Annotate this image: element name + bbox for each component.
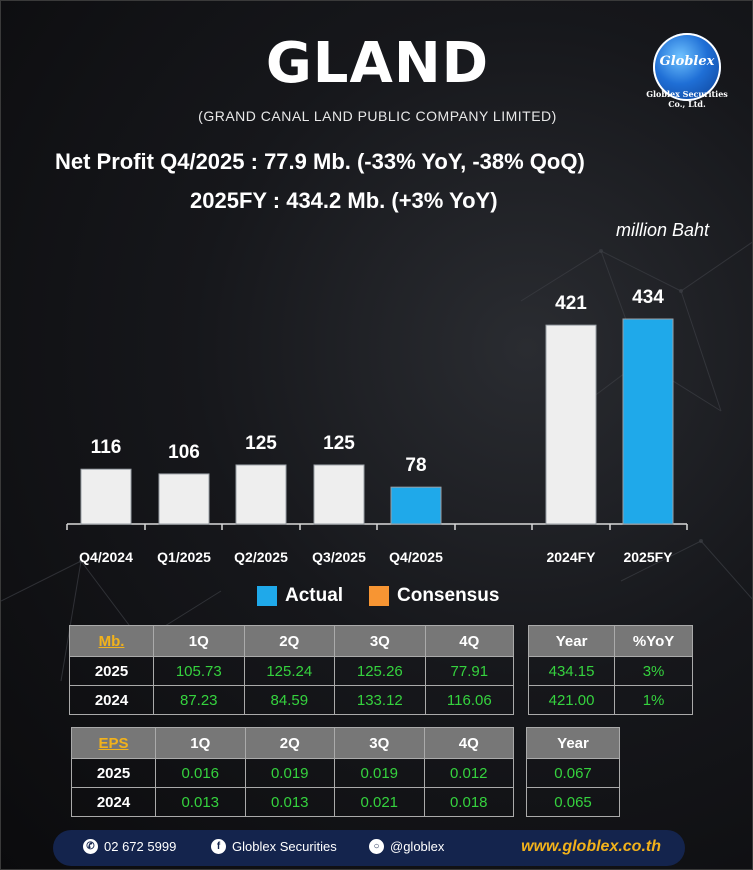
table-cell: 434.15 (527, 656, 616, 686)
bar-Q4/2025 (390, 486, 442, 525)
table-cell: 77.91 (424, 656, 515, 686)
table-cell: 0.012 (423, 758, 514, 788)
col-header: 2Q (244, 727, 335, 759)
table-cell: 3% (614, 656, 693, 686)
x-tick-label: Q4/2024 (79, 549, 133, 565)
phone-number: 02 672 5999 (104, 839, 177, 854)
logo-text: Globlex (659, 54, 715, 69)
x-tick-label: Q2/2025 (234, 549, 288, 565)
table-cell: 133.12 (334, 685, 426, 715)
col-header: 1Q (153, 625, 245, 657)
table-row: 2025 105.73 125.24 125.26 77.91 (69, 656, 515, 686)
facebook-label: Globlex Securities (232, 839, 337, 854)
x-tick-label: Q1/2025 (157, 549, 211, 565)
bar-2024FY (545, 324, 597, 525)
phone-icon: ✆ (83, 839, 98, 854)
bar-Q1/2025 (158, 473, 210, 525)
x-tick-label: Q4/2025 (389, 549, 443, 565)
table-row: 421.00 1% (527, 685, 693, 715)
legend-consensus: Consensus (369, 585, 499, 607)
legend-consensus-label: Consensus (397, 585, 500, 606)
row-label: 2025 (69, 656, 154, 686)
table-cell: 84.59 (243, 685, 336, 715)
facebook-link[interactable]: f Globlex Securities (211, 839, 337, 854)
table-cell: 0.013 (155, 787, 246, 817)
table-cell: 0.019 (244, 758, 335, 788)
col-header: 3Q (334, 625, 426, 657)
legend-consensus-swatch (369, 586, 389, 606)
facebook-icon: f (211, 839, 226, 854)
bar-Q3/2025 (313, 464, 365, 525)
col-header: 4Q (424, 625, 515, 657)
contact-footer: ✆ 02 672 5999 f Globlex Securities ○ @gl… (53, 830, 685, 866)
table-row: 0.067 (526, 758, 620, 788)
eps-unit-header: EPS (71, 727, 156, 759)
table-cell: 87.23 (153, 685, 245, 715)
table-cell: 0.016 (155, 758, 246, 788)
eps-summary-table: Year 0.067 0.065 (526, 727, 620, 817)
table-cell: 0.021 (334, 787, 425, 817)
data-label: 434 (632, 287, 664, 308)
col-header: %YoY (614, 625, 693, 657)
table-row: 434.15 3% (527, 656, 693, 686)
col-header: Year (526, 727, 620, 759)
col-header: Year (527, 625, 616, 657)
net-profit-unit-header: Mb. (69, 625, 154, 657)
company-fullname: (GRAND CANAL LAND PUBLIC COMPANY LIMITED… (198, 108, 557, 124)
phone-contact[interactable]: ✆ 02 672 5999 (83, 839, 176, 854)
x-tick-label: Q3/2025 (312, 549, 366, 565)
legend-actual: Actual (257, 585, 343, 607)
unit-label: million Baht (615, 220, 709, 240)
net-profit-bar-chart: 116 Q4/2024 106 Q1/2025 125 Q2/2025 125 Q3/2025… (66, 287, 688, 565)
table-cell: 116.06 (424, 685, 515, 715)
globlex-logo-icon (653, 33, 721, 101)
table-cell: 0.067 (526, 758, 620, 788)
bar-Q4/2024 (80, 468, 132, 525)
website-link[interactable]: www.globlex.co.th (521, 838, 661, 855)
line-link[interactable]: ○ @globlex (369, 839, 444, 854)
table-cell: 421.00 (527, 685, 616, 715)
row-label: 2024 (69, 685, 154, 715)
data-label: 78 (405, 455, 426, 476)
table-cell: 125.24 (243, 656, 336, 686)
table-row: 2025 0.016 0.019 0.019 0.012 (71, 758, 514, 788)
row-label: 2025 (71, 758, 156, 788)
line-chat-icon: ○ (369, 839, 384, 854)
net-profit-summary-table: Year %YoY 434.15 3% 421.00 1% (527, 625, 693, 715)
col-header: 2Q (243, 625, 336, 657)
col-header: 3Q (334, 727, 425, 759)
col-header: 4Q (423, 727, 514, 759)
headline-quarter: Net Profit Q4/2025 : 77.9 Mb. (-33% YoY,… (55, 149, 585, 174)
table-cell: 0.018 (423, 787, 514, 817)
table-cell: 105.73 (153, 656, 245, 686)
table-row: 0.065 (526, 787, 620, 817)
table-cell: 1% (614, 685, 693, 715)
data-label: 125 (245, 433, 277, 454)
table-cell: 0.013 (244, 787, 335, 817)
data-label: 106 (168, 442, 200, 463)
line-label: @globlex (390, 839, 445, 854)
bar-Q2/2025 (235, 464, 287, 525)
legend-actual-label: Actual (285, 585, 344, 606)
table-cell: 0.019 (334, 758, 425, 788)
bar-2025FY (622, 318, 674, 525)
logo-caption: Globlex Securities Co., Ltd. (646, 89, 728, 109)
table-row: 2024 87.23 84.59 133.12 116.06 (69, 685, 515, 715)
table-cell: 0.065 (526, 787, 620, 817)
eps-table: EPS 1Q 2Q 3Q 4Q 2025 0.016 0.019 0.019 0… (71, 727, 514, 817)
data-label: 421 (555, 293, 587, 314)
x-tick-label: 2025FY (623, 549, 673, 565)
col-header: 1Q (155, 727, 246, 759)
row-label: 2024 (71, 787, 156, 817)
table-cell: 125.26 (334, 656, 426, 686)
data-label: 125 (323, 433, 355, 454)
net-profit-table: Mb. 1Q 2Q 3Q 4Q 2025 105.73 125.24 125.2… (69, 625, 515, 715)
page-title: GLAND (265, 31, 490, 96)
headline-year: 2025FY : 434.2 Mb. (+3% YoY) (190, 188, 498, 213)
x-tick-label: 2024FY (546, 549, 596, 565)
legend-actual-swatch (257, 586, 277, 606)
table-row: 2024 0.013 0.013 0.021 0.018 (71, 787, 514, 817)
data-label: 116 (91, 437, 122, 458)
